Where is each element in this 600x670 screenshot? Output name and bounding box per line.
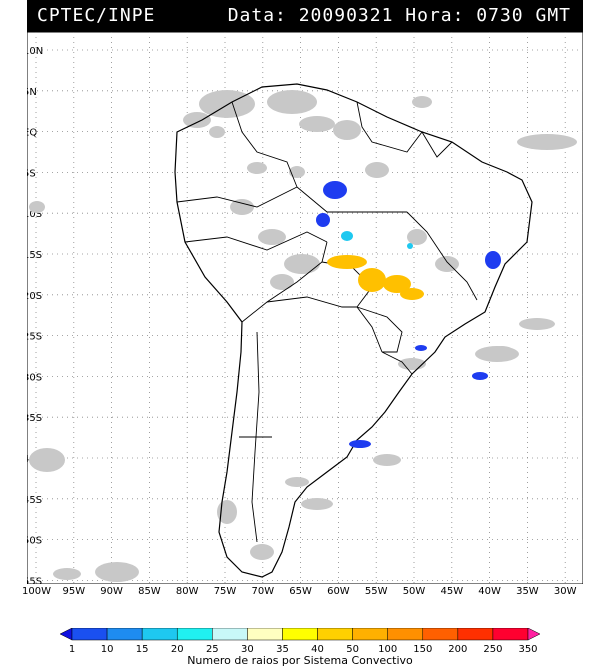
colorbar-cell (212, 628, 248, 641)
graticule: 10N5NEQ5S10S15S20S25S30S35S40S45S50S55S (23, 32, 583, 587)
colorbar-cell (422, 628, 459, 641)
colorbar-max-arrow (527, 628, 540, 641)
colorbar-tick-label: 30 (241, 644, 254, 654)
lon-label: 30W (553, 586, 577, 597)
date-label: Data: (227, 5, 287, 26)
lat-label: 5N (27, 87, 37, 98)
colorbar-tick-label: 1 (69, 644, 75, 654)
lon-label: 50W (402, 586, 426, 597)
colorbar: 1 10 15 20 25 30 35 40 50 100 150 200 250 350 (60, 628, 540, 654)
colorbar-tick-label: 40 (311, 644, 324, 654)
colorbar-tick-label: 35 (276, 644, 289, 654)
colorbar-cell (176, 628, 213, 641)
colorbar-tick-label: 50 (346, 644, 359, 654)
map-panel: 10N5NEQ5S10S15S20S25S30S35S40S45S50S55S (23, 31, 584, 587)
colorbar-cell (71, 628, 108, 641)
lon-label: 95W (62, 586, 86, 597)
lat-label: 5S (27, 168, 36, 179)
source-label: CPTEC/INPE (37, 5, 156, 26)
lon-label: 55W (364, 586, 388, 597)
lon-label: 90W (100, 586, 123, 597)
colorbar-cell (317, 628, 353, 641)
lon-label: 75W (213, 586, 237, 597)
lightning-map: 10N5NEQ5S10S15S20S25S30S35S40S45S50S55S (23, 31, 584, 587)
lon-label: 85W (138, 586, 161, 597)
colorbar-cell (387, 628, 424, 641)
title-bar: CPTEC/INPE Data: 20090321 Hora: 0730 GMT (27, 0, 583, 32)
lat-label: 55S (27, 576, 42, 584)
time-value: 0730 GMT (476, 5, 571, 26)
colorbar-caption: Numero de raios por Sistema Convectivo (187, 654, 413, 667)
lon-label: 100W (22, 586, 51, 597)
colorbar-tick-label: 15 (136, 644, 149, 654)
lat-label: 15S (27, 250, 42, 261)
date-time-label: Data: 20090321 Hora: 0730 GMT (228, 5, 571, 26)
colorbar-cell (141, 628, 178, 641)
lon-label: 40W (478, 586, 501, 597)
lightning-cells-mid (341, 231, 413, 249)
lat-label: EQ (27, 128, 37, 139)
colorbar-tick-label: 20 (171, 644, 184, 654)
country-borders (176, 101, 478, 543)
lon-label: 80W (175, 586, 199, 597)
colorbar-cell (106, 628, 143, 641)
lat-label: 10N (27, 46, 43, 57)
colorbar-cell (492, 628, 529, 641)
colorbar-cell (247, 628, 283, 641)
lat-label: 35S (27, 413, 42, 424)
colorbar-cell (352, 628, 388, 641)
time-label: Hora: (405, 5, 465, 26)
colorbar-tick-label: 350 (518, 644, 537, 654)
colorbar-tick-label: 200 (448, 644, 467, 654)
lat-label: 20S (27, 291, 42, 302)
lon-label: 65W (289, 586, 312, 597)
colorbar-tick-label: 250 (483, 644, 502, 654)
lon-label: 70W (251, 586, 275, 597)
colorbar-cell (282, 628, 318, 641)
lon-label: 35W (516, 586, 539, 597)
colorbar-tick-label: 25 (206, 644, 219, 654)
lat-label: 25S (27, 332, 42, 343)
lon-label: 45W (440, 586, 464, 597)
lon-label: 60W (327, 586, 350, 597)
colorbar-tick-label: 150 (413, 644, 432, 654)
colorbar-cell (457, 628, 494, 641)
colorbar-tick-label: 10 (101, 644, 114, 654)
lightning-cells-high (327, 255, 424, 300)
lat-label: 10S (27, 209, 42, 220)
colorbar-tick-label: 100 (378, 644, 397, 654)
lat-label: 50S (27, 536, 42, 547)
colorbar-min-arrow (60, 628, 73, 641)
date-value: 20090321 (298, 5, 394, 26)
lat-label: 45S (27, 495, 42, 506)
lat-label: 30S (27, 372, 42, 383)
lightning-cells-low (316, 181, 501, 448)
